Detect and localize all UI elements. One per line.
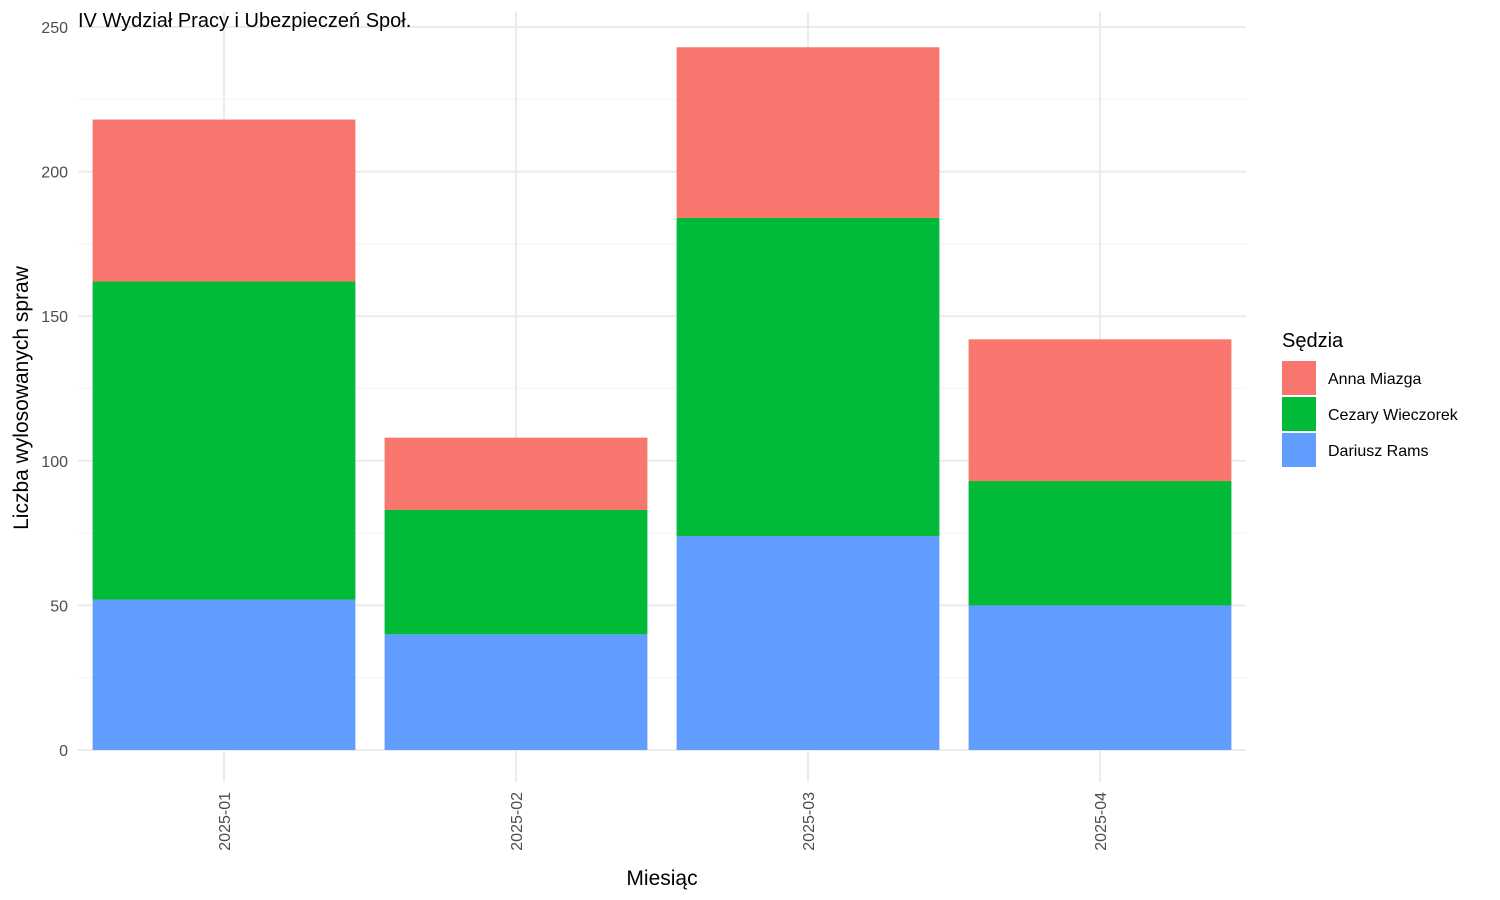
legend-swatch (1282, 433, 1316, 467)
y-tick-label: 0 (59, 743, 68, 760)
x-tick-label: 2025-02 (509, 792, 526, 851)
x-tick-label: 2025-03 (801, 792, 818, 851)
bars (92, 47, 1232, 750)
y-axis-ticks: 0 50 100 150 200 250 (41, 20, 68, 760)
bar-2025-04-dariusz-rams (968, 605, 1232, 750)
chart-title: IV Wydział Pracy i Ubezpieczeń Społ. (78, 10, 411, 32)
y-tick-label: 250 (41, 20, 68, 37)
y-tick-label: 200 (41, 165, 68, 182)
y-tick-label: 100 (41, 454, 68, 471)
bar-2025-03-dariusz-rams (676, 535, 940, 750)
bar-2025-01-dariusz-rams (92, 599, 356, 750)
bar-2025-01-anna-miazga (92, 119, 356, 282)
legend-label: Dariusz Rams (1328, 443, 1428, 460)
bar-2025-02-dariusz-rams (384, 634, 648, 750)
legend: Sędzia Anna Miazga Cezary Wieczorek Darius… (1282, 330, 1459, 467)
x-axis-label: Miesiąc (626, 867, 697, 890)
legend-title: Sędzia (1282, 330, 1344, 352)
x-axis-ticks: 2025-01 2025-02 2025-03 2025-04 (217, 792, 1110, 851)
bar-2025-04-cezary-wieczorek (968, 481, 1232, 606)
bar-2025-02-anna-miazga (384, 437, 648, 510)
bar-2025-04-anna-miazga (968, 339, 1232, 482)
bar-2025-02-cezary-wieczorek (384, 509, 648, 635)
x-tick-label: 2025-01 (217, 792, 234, 851)
bar-2025-03-cezary-wieczorek (676, 217, 940, 536)
bar-2025-01-cezary-wieczorek (92, 281, 356, 600)
y-tick-label: 150 (41, 309, 68, 326)
y-tick-label: 50 (50, 598, 68, 615)
y-axis-label: Liczba wylosowanych spraw (10, 265, 33, 530)
bar-2025-03-anna-miazga (676, 47, 940, 218)
legend-swatch (1282, 397, 1316, 431)
legend-label: Anna Miazga (1328, 371, 1421, 388)
legend-swatch (1282, 361, 1316, 395)
legend-label: Cezary Wieczorek (1328, 407, 1459, 424)
x-tick-label: 2025-04 (1093, 792, 1110, 851)
